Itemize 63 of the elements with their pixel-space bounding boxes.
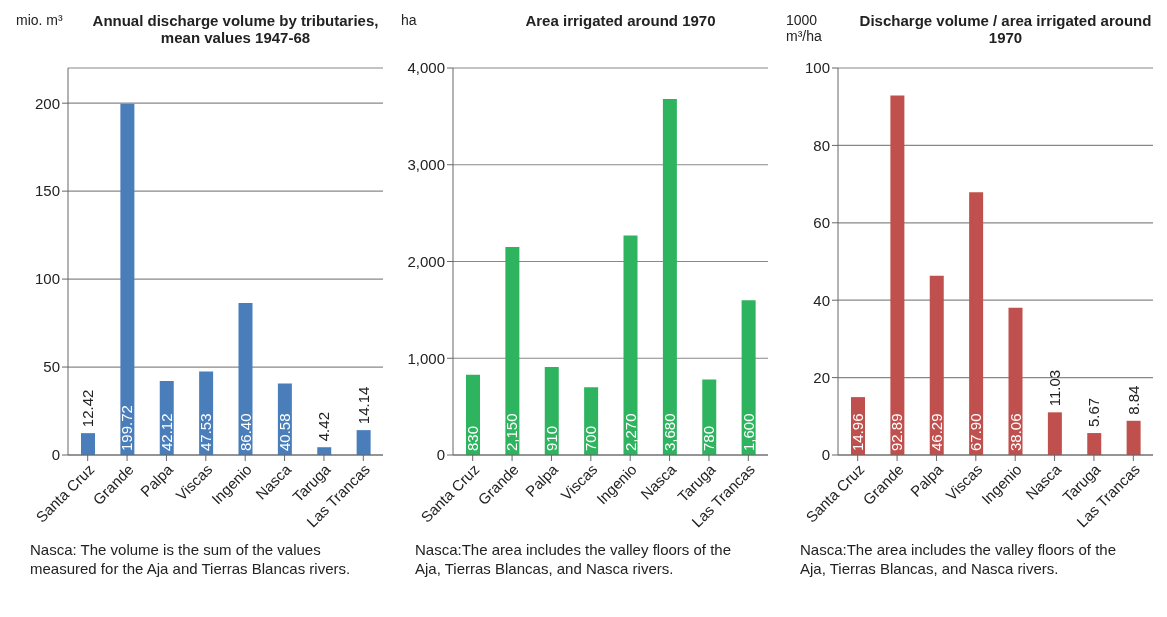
chart-title: Area irrigated around 1970: [524, 12, 717, 29]
bar: [1047, 412, 1062, 455]
y-tick-label: 40: [813, 291, 830, 309]
data-label: 38.06: [1006, 413, 1024, 451]
y-tick-label: 150: [34, 182, 60, 200]
data-label: 910: [542, 425, 560, 451]
text: Nasca:The area includes the valley floors of the Aja, Tierras Blancas, and Nasca rivers.: [799, 540, 1117, 578]
data-label: 199.72: [118, 405, 136, 451]
data-label: 40.58: [275, 413, 293, 451]
data-label: 46.29: [927, 413, 945, 451]
data-label: 11.03: [1045, 369, 1063, 407]
y-tick-label: 80: [813, 136, 830, 154]
chart-title: Annual discharge volume by tributaries, mean values 1947-68: [91, 12, 380, 46]
y-axis-title: mio. m³: [16, 12, 64, 28]
y-tick-label: 60: [813, 214, 830, 232]
data-label: 47.53: [197, 413, 215, 451]
y-tick-label: 1,000: [407, 349, 445, 367]
y-axis-title: ha: [401, 12, 418, 28]
data-label: 830: [464, 425, 481, 451]
bar: [317, 447, 332, 455]
bar: [969, 192, 984, 455]
bar: [741, 300, 756, 455]
data-label: 86.40: [236, 413, 254, 451]
bar: [120, 103, 135, 455]
data-label: 92.89: [888, 413, 906, 451]
data-label: 5.67: [1085, 397, 1103, 428]
data-label: 12.42: [79, 389, 96, 428]
y-tick-label: 2,000: [407, 252, 445, 270]
bar: [1126, 420, 1141, 455]
y-tick-label: 100: [34, 270, 60, 288]
text: Nasca: The volume is the sum of the values measured for the Aja and Tierras Blancas rivers.: [29, 540, 352, 578]
y-axis-title: 1000 m³/ha: [786, 12, 823, 44]
bar: [81, 433, 95, 455]
y-tick-label: 0: [51, 446, 60, 464]
y-tick-label: 0: [436, 446, 445, 464]
y-tick-label: 100: [804, 59, 830, 77]
data-label: 8.84: [1124, 385, 1142, 415]
chart-title: Discharge volume / area irrigated around 1970: [858, 12, 1153, 46]
text: Nasca:The area includes the valley floors of the Aja, Tierras Blancas, and Nasca rivers.: [414, 540, 732, 578]
bar: [623, 235, 638, 455]
data-label: 700: [582, 425, 600, 451]
data-label: 14.96: [849, 413, 866, 451]
data-label: 4.42: [315, 412, 333, 442]
data-label: 14.14: [354, 386, 372, 425]
data-label: 780: [700, 425, 718, 451]
data-label: 2,150: [503, 413, 521, 451]
y-tick-label: 20: [813, 368, 830, 386]
data-label: 42.12: [157, 413, 175, 451]
bar: [505, 246, 520, 455]
data-label: 3,680: [660, 413, 678, 451]
bar: [890, 95, 905, 455]
data-label: 1,600: [739, 413, 757, 451]
bar: [1087, 433, 1102, 455]
y-tick-label: 4,000: [407, 59, 445, 77]
bar: [929, 275, 944, 455]
y-tick-label: 3,000: [407, 156, 445, 174]
y-tick-label: 50: [43, 358, 60, 376]
data-label: 2,270: [621, 413, 639, 451]
bar: [662, 98, 677, 455]
y-tick-label: 200: [34, 94, 60, 112]
y-tick-label: 0: [821, 446, 830, 464]
bar: [356, 430, 371, 455]
data-label: 67.90: [967, 413, 985, 451]
